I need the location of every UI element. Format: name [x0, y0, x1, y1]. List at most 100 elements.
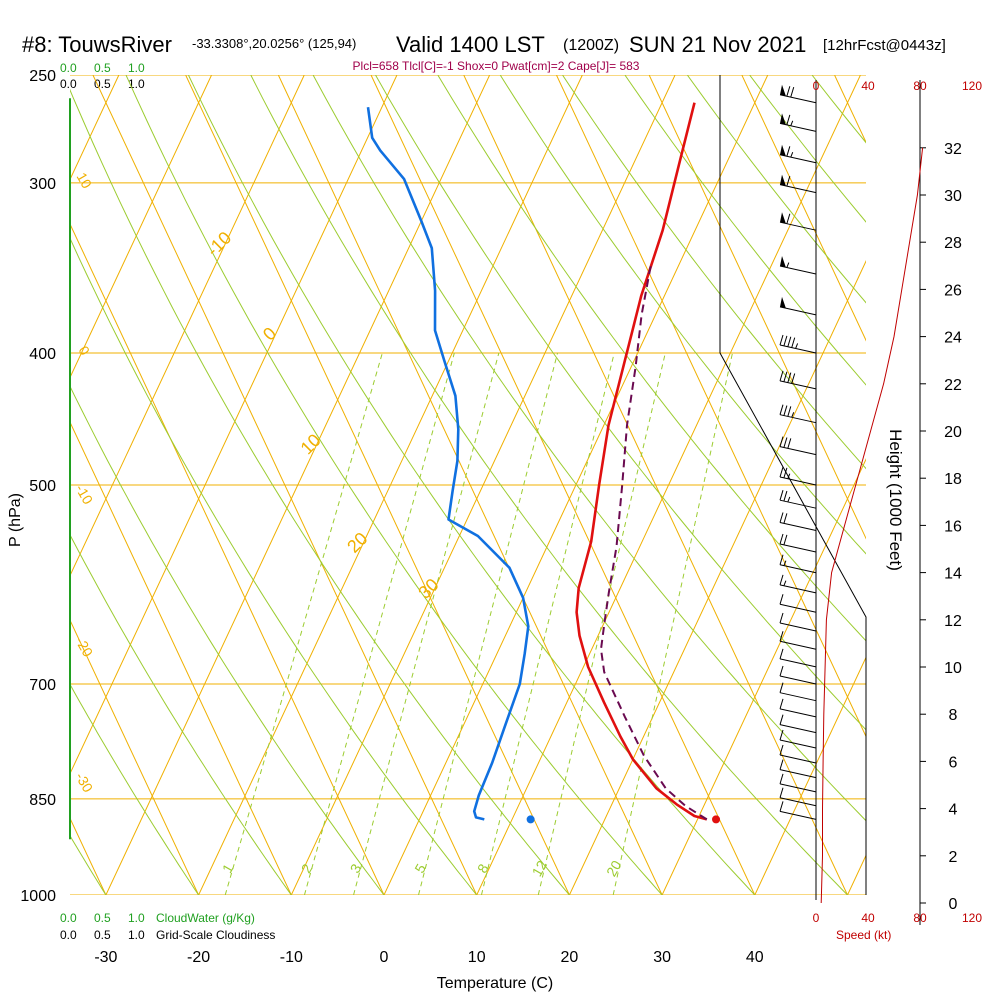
wind-barb-feather — [783, 437, 788, 448]
height-tick-label: 12 — [944, 613, 962, 630]
wind-barb-feather — [783, 534, 788, 546]
mixing-ratio-line — [353, 352, 500, 895]
height-tick-label: 20 — [944, 424, 962, 441]
wind-barb-staff — [779, 584, 817, 594]
dry-adiabat — [70, 237, 478, 895]
wind-barb-feather — [779, 466, 784, 478]
grid-diagonal — [927, 75, 1000, 895]
height-tick-label: 32 — [944, 141, 962, 158]
temperature-line — [575, 102, 708, 821]
height-tick-label: 0 — [949, 896, 958, 913]
speed-axis-label: Speed (kt) — [836, 928, 891, 942]
wind-barb — [779, 490, 817, 509]
dewpoint-line — [366, 107, 530, 821]
pressure-tick-label: 250 — [29, 68, 56, 85]
wind-barb-feather — [779, 490, 784, 501]
wind-barb-staff — [779, 306, 817, 316]
dry-adiabat — [70, 834, 107, 895]
cloud-water-label: CloudWater (g/Kg) — [156, 911, 255, 925]
dry-adiabat — [374, 75, 866, 731]
wind-barb-feather — [787, 336, 792, 347]
isotherm-line — [70, 75, 305, 577]
wind-barb — [779, 296, 817, 316]
wind-barb — [779, 801, 817, 820]
wind-barb-staff — [779, 344, 817, 354]
mixing-ratio-label: 20 — [603, 857, 625, 879]
cloudiness-scale-0: 0.0 — [60, 928, 77, 942]
wind-barb-feather — [783, 513, 788, 524]
wind-barb-feather — [787, 372, 792, 383]
wind-barb-feather — [779, 404, 784, 415]
grid-diagonal — [370, 75, 756, 895]
mixing-ratio-line — [612, 352, 733, 895]
wind-barb-staff — [779, 564, 817, 574]
wind-barb-staff — [779, 522, 817, 532]
dry-adiabat — [437, 75, 866, 642]
valid-date: SUN 21 Nov 2021 — [629, 32, 806, 57]
wind-barb-feather — [786, 114, 791, 126]
wind-barb-feather — [786, 86, 791, 97]
mixing-ratio-label: 12 — [528, 857, 550, 879]
wind-barb-feather — [779, 698, 784, 710]
wind-barb-half — [783, 560, 787, 566]
mixing-ratio-line — [537, 352, 666, 895]
wind-barb-staff — [779, 675, 817, 685]
height-tick-label: 14 — [944, 566, 962, 583]
plot-right-boundary — [719, 75, 867, 895]
dry-adiabat — [312, 75, 866, 822]
pressure-tick-label: 1000 — [20, 888, 56, 905]
x-tick-label: 0 — [380, 949, 389, 966]
mixing-ratio-label: 5 — [411, 861, 429, 876]
wind-barb-staff — [779, 622, 817, 632]
series-layer — [366, 102, 721, 824]
dry-adiabat — [624, 75, 866, 386]
x-tick-label: -30 — [94, 949, 117, 966]
mixing-ratio-line — [418, 352, 559, 895]
station-location: -33.3308°,20.0256° (125,94) — [192, 36, 356, 51]
dry-adiabat — [187, 75, 756, 895]
speed-tick-top: 40 — [861, 79, 875, 93]
isotherm-line — [754, 656, 866, 895]
wind-barb — [779, 665, 817, 685]
isotherm-line — [0, 75, 26, 895]
cloud-scale-bottom-1: 0.5 — [94, 911, 111, 925]
wind-barb-staff — [779, 476, 817, 486]
wind-barb-feather — [779, 773, 784, 785]
wind-barb-staff — [779, 380, 817, 390]
isotherm-label-left: 0 — [75, 343, 93, 358]
grid-diagonal — [555, 75, 866, 738]
forecast-info: [12hrFcst@0443z] — [823, 37, 946, 54]
wind-barb-feather — [786, 175, 791, 187]
speed-tick-top: 80 — [913, 79, 927, 93]
x-tick-label: 10 — [468, 949, 486, 966]
wind-barb — [779, 466, 817, 486]
height-tick-label: 28 — [944, 235, 962, 252]
grid-diagonal — [463, 75, 848, 895]
height-tick-label: 26 — [944, 282, 962, 299]
x-axis-label: Temperature (C) — [437, 975, 553, 992]
sounding-indices: Plcl=658 Tlcl[C]=-1 Shox=0 Pwat[cm]=2 Ca… — [353, 59, 640, 73]
x-tick-label: 40 — [746, 949, 764, 966]
wind-barb-feather — [779, 665, 784, 677]
isotherm-line — [105, 75, 491, 895]
wind-barb — [779, 334, 817, 354]
wind-barb-feather — [779, 554, 784, 565]
isotherm-line — [847, 854, 866, 895]
wind-barb-feather — [779, 801, 784, 812]
wind-barb — [779, 594, 817, 613]
wind-barb-feather — [779, 648, 784, 660]
x-tick-label: 30 — [653, 949, 671, 966]
dry-adiabat — [561, 75, 866, 470]
wind-barb-feather — [779, 436, 784, 447]
wind-barb — [779, 174, 817, 194]
wind-barb — [779, 574, 817, 594]
pressure-tick-label: 400 — [29, 346, 56, 363]
wind-barb — [779, 744, 817, 764]
wind-barb-feather — [790, 86, 795, 98]
wind-barb-staff — [779, 221, 817, 231]
grid-diagonal — [0, 75, 13, 895]
wind-barb-flag — [780, 212, 786, 224]
wind-barb-flag — [780, 84, 786, 97]
wind-barb — [779, 714, 817, 734]
cloud-scale-top-0: 0.0 — [60, 61, 77, 75]
